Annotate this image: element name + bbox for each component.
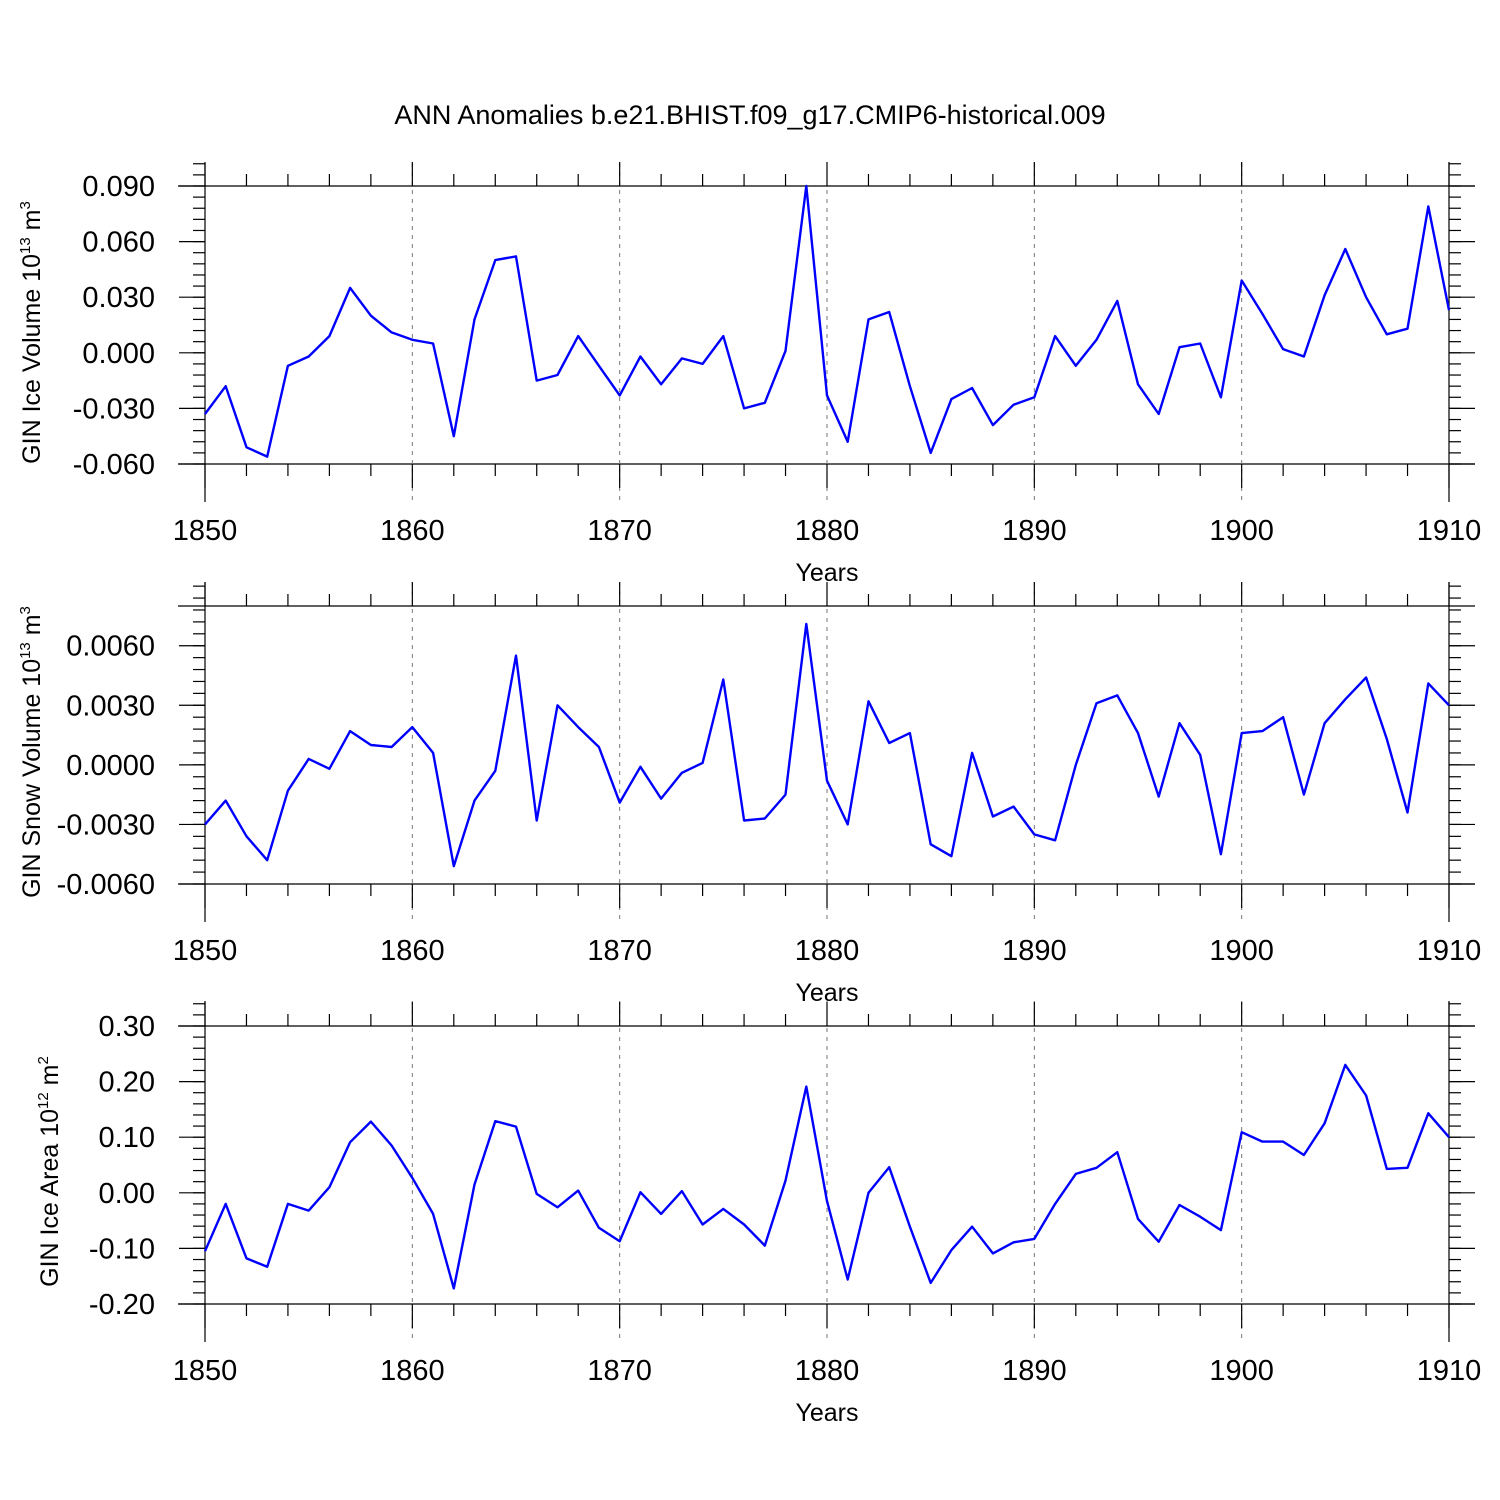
y-tick-label: 0.0030 [66,690,155,722]
series-line-snow-volume [204,622,1450,868]
y-tick-label: -0.030 [73,393,155,425]
x-tick-label: 1910 [1417,935,1482,967]
y-tick-label: -0.10 [89,1233,155,1265]
y-tick-label: 0.20 [99,1067,155,1099]
y-tick-label: 0.10 [99,1122,155,1154]
x-tick-label: 1890 [1002,1355,1067,1387]
y-tick-label: 0.0000 [66,750,155,782]
x-tick-label: 1880 [795,515,860,547]
panel-ice-volume: -0.060 -0.030 0.000 0.030 0.060 0.090 1850 1860… [17,162,1481,587]
panel-ice-area: -0.20 -0.10 0.00 0.10 0.20 0.30 1850 1860 1870 18… [35,1001,1481,1427]
y-tick-label: 0.00 [99,1178,155,1210]
y-axis-title: GIN Ice Volume 1013 m3 [17,201,46,464]
chart-title: ANN Anomalies b.e21.BHIST.f09_g17.CMIP6-… [394,100,1105,130]
series-line-ice-volume [204,184,1451,458]
x-tick-label: 1860 [380,1355,445,1387]
y-tick-label: 0.30 [99,1011,155,1043]
x-tick-label: 1880 [795,935,860,967]
x-tick-label: 1890 [1002,935,1067,967]
x-tick-label: 1910 [1417,515,1482,547]
x-tick-label: 1910 [1417,1355,1482,1387]
x-tick-label: 1870 [587,935,652,967]
x-tick-label: 1900 [1209,515,1274,547]
x-tick-label: 1860 [380,935,445,967]
x-tick-label: 1870 [587,1355,652,1387]
x-tick-label: 1870 [587,515,652,547]
x-tick-label: 1900 [1209,1355,1274,1387]
x-tick-label: 1880 [795,1355,860,1387]
x-tick-label: 1850 [173,935,238,967]
x-tick-label: 1860 [380,515,445,547]
y-tick-label: -0.20 [89,1289,155,1321]
y-tick-label: -0.0030 [57,809,155,841]
y-tick-label: -0.060 [73,449,155,481]
y-tick-label: 0.060 [82,227,155,259]
y-tick-label: 0.090 [82,171,155,203]
y-tick-label: 0.030 [82,282,155,314]
x-axis-title: Years [795,1399,858,1427]
panel-snow-volume: -0.0060 -0.0030 0.0000 0.0030 0.0060 1850 1860… [17,582,1481,1007]
y-tick-label: 0.000 [82,338,155,370]
series-line-ice-area [203,1063,1450,1290]
y-axis-title: GIN Snow Volume 1013 m3 [17,606,46,898]
y-tick-label: -0.0060 [57,869,155,901]
x-tick-label: 1850 [173,1355,238,1387]
y-tick-label: 0.0060 [66,631,155,663]
x-tick-label: 1900 [1209,935,1274,967]
x-tick-label: 1850 [173,515,238,547]
y-axis-title: GIN Ice Area 1012 m2 [35,1056,64,1287]
x-tick-label: 1890 [1002,515,1067,547]
